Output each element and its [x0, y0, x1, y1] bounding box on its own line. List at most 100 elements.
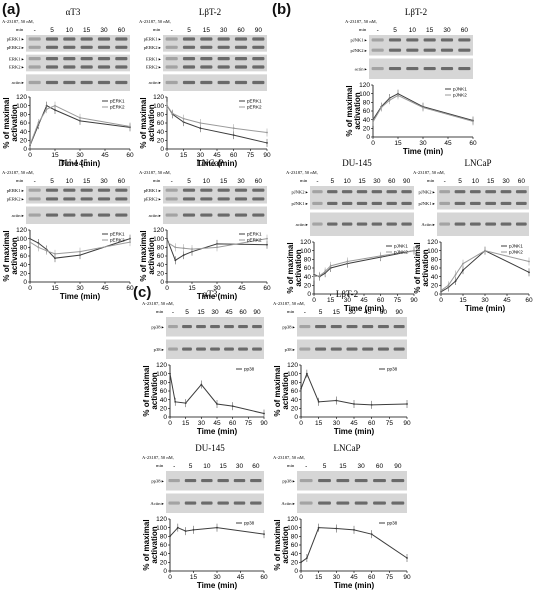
y-tick-label: 40 — [160, 551, 168, 558]
blot-band — [97, 213, 111, 217]
blot-band — [252, 37, 265, 41]
blot-band — [346, 324, 358, 329]
blot-band — [201, 478, 213, 483]
time-label: 5 — [187, 178, 191, 185]
legend-label: pJNK1 — [394, 244, 408, 249]
data-point — [54, 109, 56, 111]
blot-band — [401, 201, 412, 206]
data-point — [372, 120, 374, 123]
time-label: 5 — [189, 463, 193, 470]
time-label: 60 — [518, 178, 526, 185]
y-axis-label-2: activation — [353, 92, 362, 129]
x-tick-label: 60 — [260, 574, 268, 581]
x-tick-label: 60 — [263, 285, 271, 292]
y-tick-label: 80 — [157, 112, 165, 119]
legend-label: pJNK1 — [509, 244, 523, 249]
y-tick-label: 120 — [153, 94, 164, 101]
data-point — [182, 254, 185, 257]
blot-row-label: pp38 ▸ — [151, 324, 164, 329]
x-tick-label: 60 — [126, 152, 134, 159]
series-line-pERK2 — [29, 241, 131, 255]
series-line-pp38 — [169, 527, 265, 537]
blot-band — [97, 80, 111, 85]
blot-band — [217, 80, 230, 85]
y-tick-label: 0 — [294, 568, 298, 575]
time-label: 30 — [348, 309, 356, 316]
x-axis-label: Time (min) — [197, 159, 238, 168]
chart-c-LbT2: LβT-2A-23187, 50 nM,min -5 15 30 45 60 90pp38 … — [273, 289, 411, 436]
x-tick-label: 0 — [168, 574, 172, 581]
blot-band — [388, 66, 402, 71]
blot-band — [97, 188, 111, 192]
legend-label: pJNK2 — [453, 93, 467, 98]
blot-band — [485, 222, 497, 226]
min-label: min — [156, 309, 164, 314]
blot-band — [327, 222, 338, 226]
time-label: 15 — [83, 27, 91, 34]
blot-row-label: pERK1 ▸ — [144, 188, 162, 193]
legend-label: pERK1 — [247, 99, 262, 104]
blot-strip — [163, 74, 267, 91]
blot-band — [115, 213, 128, 217]
data-point — [54, 104, 56, 107]
blot-row-label: actin ▸ — [12, 80, 25, 85]
y-tick-label: 100 — [16, 103, 27, 110]
data-point — [231, 405, 234, 408]
y-axis-label-2: activation — [10, 237, 19, 274]
time-label: - — [171, 178, 173, 185]
y-tick-label: 40 — [291, 551, 299, 558]
blot-band — [439, 222, 451, 226]
treatment-label: A-23187, 50 nM, — [413, 170, 445, 176]
chart-title: LNCaP — [465, 158, 492, 168]
time-label: 5 — [458, 178, 462, 185]
chart-title: DU-145 — [195, 443, 225, 453]
blot-band — [28, 188, 41, 192]
blot-band — [393, 324, 405, 329]
blot-band — [115, 37, 128, 41]
blot-band — [252, 188, 265, 192]
blot-band — [182, 80, 196, 85]
series-line-pERK2 — [166, 105, 268, 134]
data-point — [169, 535, 171, 538]
y-tick-label: 120 — [16, 227, 27, 234]
data-point — [528, 260, 530, 263]
blot-band — [377, 347, 389, 351]
y-tick-label: 0 — [434, 291, 438, 298]
data-point — [216, 403, 218, 405]
series-line-pERK1 — [166, 238, 268, 262]
y-tick-label: 0 — [163, 414, 167, 421]
blot-band — [238, 324, 248, 329]
time-label: 60 — [237, 27, 245, 34]
chart-b-LbT2: LβT-2 A-23187, 50 nM, min - 5 10 15 30 60 pJNK1 ▸… — [345, 7, 477, 156]
y-tick-label: 80 — [431, 257, 439, 264]
data-point — [335, 399, 338, 402]
time-label: 5 — [50, 178, 54, 185]
blot-band — [217, 213, 230, 217]
blot-band — [515, 222, 527, 226]
time-label: 15 — [203, 27, 211, 34]
blot-band — [182, 65, 196, 69]
y-tick-label: 20 — [363, 126, 371, 133]
time-label: 5 — [393, 27, 397, 34]
chart-title: LβT-2 — [199, 7, 221, 17]
blot-row-label: pERK1 ▸ — [7, 37, 25, 42]
x-tick-label: 15 — [51, 285, 59, 292]
blot-band — [165, 45, 178, 49]
x-axis-label: Time (min) — [465, 304, 506, 313]
blot-band — [165, 197, 178, 201]
x-tick-label: 60 — [368, 420, 376, 427]
blot-band — [406, 48, 419, 52]
treatment-label: A-23187, 50 nM, — [142, 455, 174, 461]
time-label: 60 — [461, 27, 469, 34]
blot-band — [371, 38, 384, 42]
x-tick-label: 60 — [469, 140, 477, 147]
y-axis-label-1: % of maximal — [413, 242, 422, 293]
blot-band — [454, 190, 466, 194]
time-label: 90 — [255, 27, 263, 34]
blot-band — [356, 222, 368, 226]
x-tick-label: 60 — [377, 297, 385, 304]
time-label: 15 — [487, 178, 495, 185]
time-label: 15 — [339, 463, 347, 470]
y-tick-label: 60 — [20, 120, 28, 127]
blot-strip — [26, 186, 130, 204]
